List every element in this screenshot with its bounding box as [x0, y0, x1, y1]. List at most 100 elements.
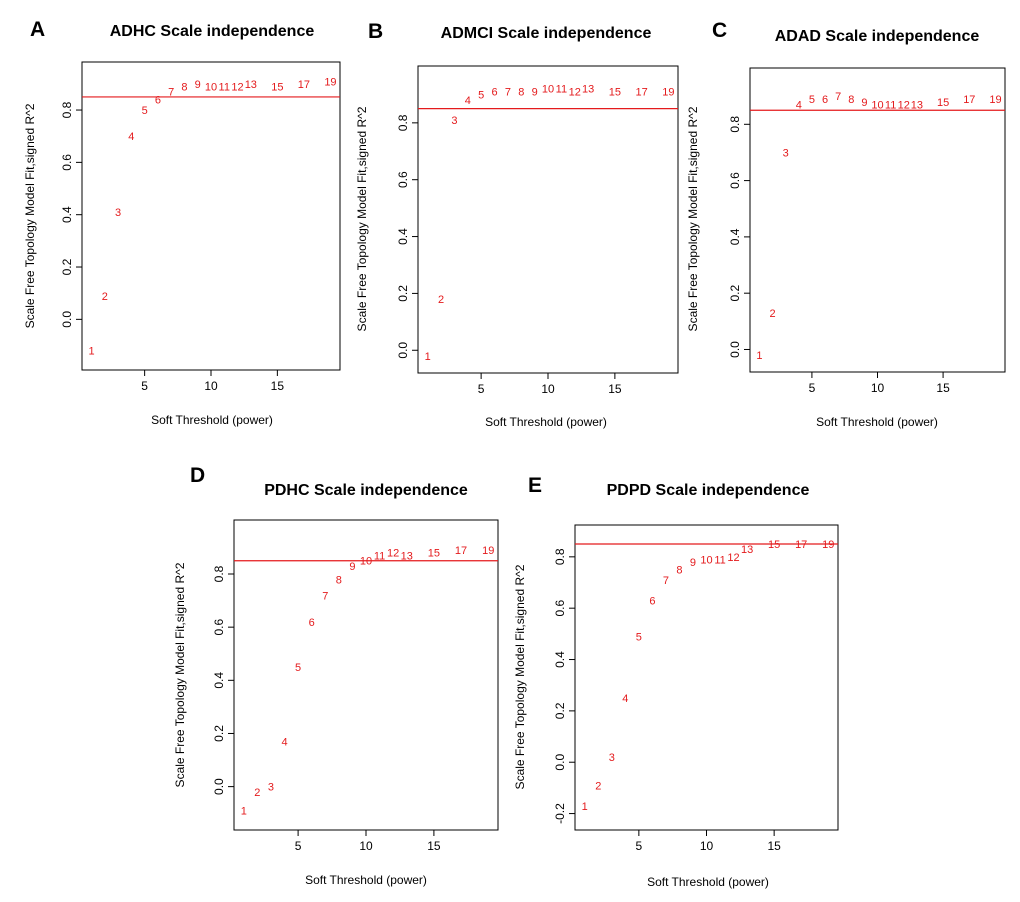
data-point-label: 19 — [822, 539, 834, 551]
data-point-label: 5 — [809, 94, 815, 106]
data-point-label: 12 — [727, 552, 739, 564]
panel-letter: E — [528, 474, 542, 497]
y-tick-label: 0.4 — [728, 228, 742, 245]
data-point-label: 8 — [848, 94, 854, 106]
data-point-label: 8 — [518, 87, 524, 99]
x-tick-label: 15 — [608, 382, 622, 396]
data-point-label: 8 — [336, 574, 342, 586]
data-point-label: 6 — [822, 94, 828, 106]
y-tick-label: 0.2 — [553, 702, 567, 719]
x-axis-label: Soft Threshold (power) — [305, 873, 427, 887]
y-tick-label: 0.8 — [212, 565, 226, 582]
data-point-label: 17 — [635, 87, 647, 99]
chart-title: PDPD Scale independence — [607, 482, 810, 499]
data-point-label: 17 — [455, 545, 467, 557]
x-axis-label: Soft Threshold (power) — [816, 415, 938, 429]
data-point-label: 5 — [478, 89, 484, 101]
y-tick-label: 0.0 — [728, 341, 742, 358]
chart-title: ADAD Scale independence — [775, 28, 980, 45]
data-point-label: 13 — [401, 550, 413, 562]
data-point-label: 17 — [298, 79, 310, 91]
chart-title: ADMCI Scale independence — [441, 25, 652, 42]
data-point-label: 8 — [676, 565, 682, 577]
panel-letter: C — [712, 19, 727, 42]
data-point-label: 19 — [324, 76, 336, 88]
data-point-label: 13 — [582, 84, 594, 96]
x-tick-label: 10 — [700, 839, 714, 853]
data-point-label: 1 — [425, 351, 431, 363]
data-point-label: 10 — [205, 81, 217, 93]
data-point-label: 7 — [835, 91, 841, 103]
data-point-label: 9 — [195, 79, 201, 91]
data-point-label: 4 — [796, 100, 802, 112]
y-tick-label: 0.8 — [553, 548, 567, 565]
y-tick-label: 0.0 — [60, 311, 74, 328]
y-tick-label: 0.8 — [728, 116, 742, 133]
panel-letter: D — [190, 464, 205, 487]
y-axis-label: Scale Free Topology Model Fit,signed R^2 — [355, 106, 369, 331]
data-point-label: 15 — [768, 539, 780, 551]
y-tick-label: 0.6 — [212, 618, 226, 635]
x-tick-label: 15 — [767, 839, 781, 853]
data-point-label: 13 — [911, 100, 923, 112]
x-tick-label: 15 — [936, 381, 950, 395]
y-axis-label: Scale Free Topology Model Fit,signed R^2 — [686, 106, 700, 331]
x-tick-label: 5 — [636, 839, 643, 853]
data-point-label: 19 — [482, 545, 494, 557]
x-tick-label: 5 — [295, 839, 302, 853]
data-point-label: 1 — [756, 350, 762, 362]
data-point-label: 17 — [795, 539, 807, 551]
data-point-label: 7 — [168, 87, 174, 99]
data-point-label: 12 — [387, 548, 399, 560]
data-point-label: 3 — [609, 752, 615, 764]
y-tick-label: 0.6 — [396, 171, 410, 188]
data-point-label: 3 — [783, 147, 789, 159]
x-axis-label: Soft Threshold (power) — [485, 415, 607, 429]
data-point-label: 4 — [622, 693, 628, 705]
plot-frame — [417, 65, 679, 374]
y-tick-label: 0.4 — [60, 206, 74, 223]
data-point-label: 17 — [963, 94, 975, 106]
y-tick-label: 0.0 — [553, 754, 567, 771]
y-tick-label: 0.2 — [212, 725, 226, 742]
y-tick-label: 0.2 — [728, 285, 742, 302]
y-axis-label: Scale Free Topology Model Fit,signed R^2 — [23, 103, 37, 328]
y-tick-label: 0.6 — [60, 154, 74, 171]
y-tick-label: 0.2 — [396, 285, 410, 302]
data-point-label: 11 — [374, 550, 385, 562]
y-tick-label: 0.8 — [396, 114, 410, 131]
y-tick-label: 0.2 — [60, 258, 74, 275]
y-axis-label: Scale Free Topology Model Fit,signed R^2 — [173, 562, 187, 787]
data-point-label: 10 — [360, 556, 372, 568]
data-point-label: 10 — [871, 100, 883, 112]
x-tick-label: 10 — [204, 379, 218, 393]
x-tick-label: 10 — [359, 839, 373, 853]
y-tick-label: 0.4 — [396, 228, 410, 245]
plot-frame — [574, 524, 839, 831]
data-point-label: 15 — [609, 87, 621, 99]
chart-title: PDHC Scale independence — [264, 482, 468, 499]
y-tick-label: 0.0 — [396, 342, 410, 359]
data-point-label: 11 — [885, 100, 896, 112]
data-point-label: 3 — [268, 782, 274, 794]
data-point-label: 3 — [115, 207, 121, 219]
data-point-label: 12 — [231, 81, 243, 93]
x-axis-label: Soft Threshold (power) — [151, 413, 273, 427]
data-point-label: 10 — [542, 84, 554, 96]
y-tick-label: 0.6 — [728, 172, 742, 189]
data-point-label: 11 — [556, 84, 567, 96]
x-tick-label: 15 — [427, 839, 441, 853]
data-point-label: 8 — [181, 81, 187, 93]
data-point-label: 6 — [491, 87, 497, 99]
data-point-label: 13 — [245, 79, 257, 91]
x-tick-label: 5 — [141, 379, 148, 393]
data-point-label: 5 — [295, 662, 301, 674]
data-point-label: 13 — [741, 544, 753, 556]
y-tick-label: 0.6 — [553, 600, 567, 617]
data-point-label: 9 — [349, 561, 355, 573]
data-point-label: 9 — [690, 557, 696, 569]
data-point-label: 19 — [662, 87, 674, 99]
data-point-label: 2 — [595, 780, 601, 792]
y-tick-label: -0.2 — [553, 803, 567, 824]
